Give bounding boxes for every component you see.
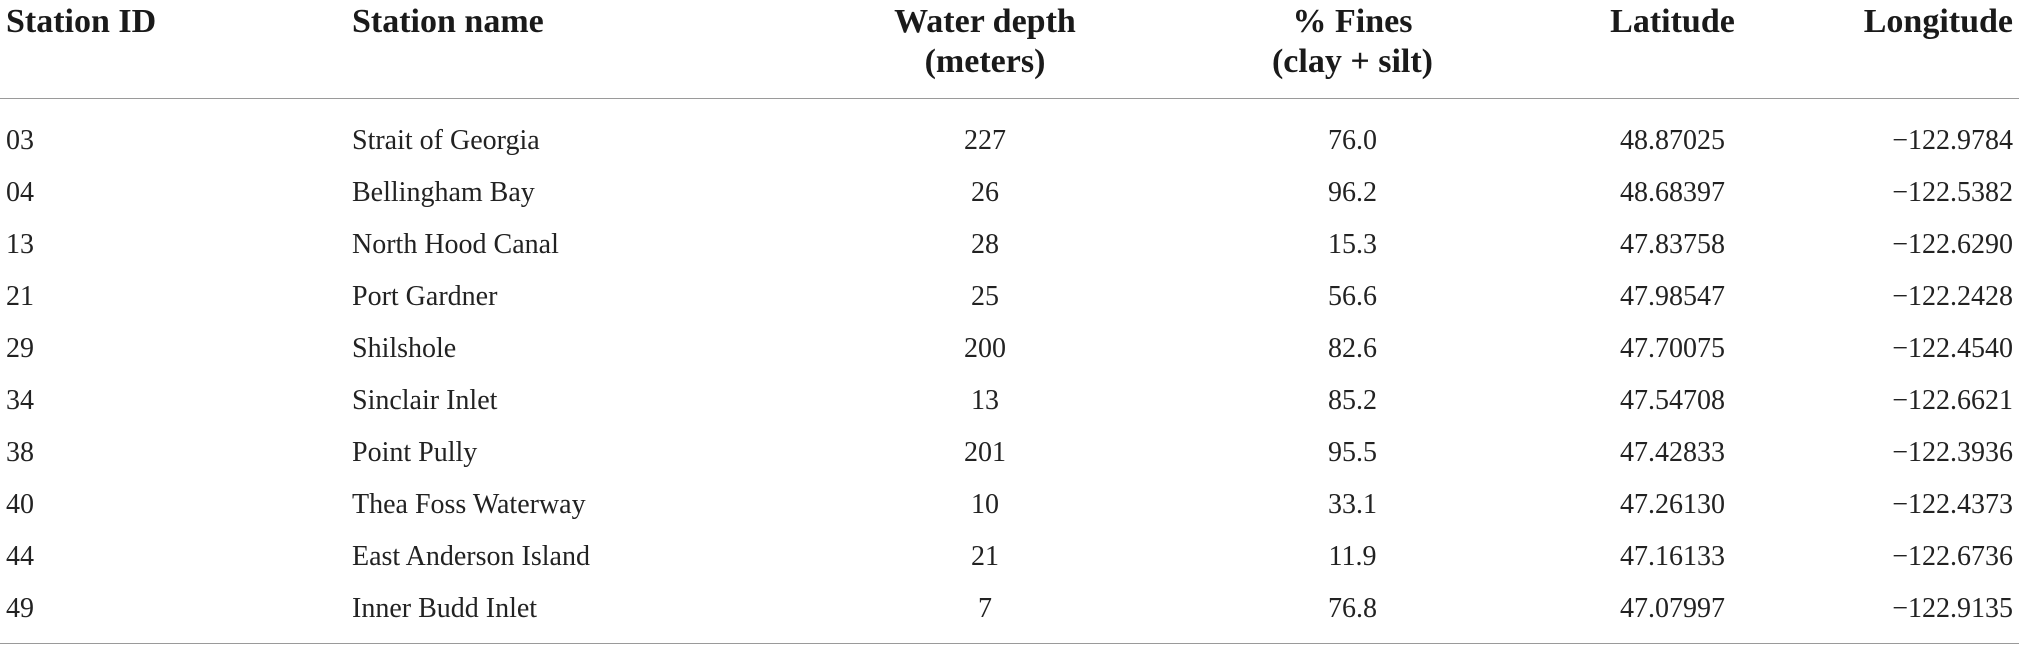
table-row: 40 Thea Foss Waterway 10 33.1 47.26130 −122.4…	[0, 479, 2019, 531]
table-row: 04 Bellingham Bay 26 96.2 48.68397 −122.5382	[0, 167, 2019, 219]
cell-water-depth: 25	[971, 281, 999, 312]
cell-latitude: 47.54708	[1620, 385, 1725, 416]
cell-station-name: Port Gardner	[352, 281, 498, 312]
cell-fines: 95.5	[1328, 437, 1377, 468]
cell-water-depth: 10	[971, 489, 999, 520]
cell-latitude: 47.07997	[1540, 583, 1805, 644]
cell-water-depth: 201	[964, 437, 1006, 468]
cell-latitude: 47.26130	[1620, 489, 1725, 520]
cell-station-id: 49	[0, 583, 345, 644]
cell-station-id: 40	[6, 489, 34, 520]
table-row: 38 Point Pully 201 95.5 47.42833 −122.3936	[0, 427, 2019, 479]
cell-fines: 11.9	[1328, 541, 1377, 572]
cell-longitude: −122.2428	[1892, 281, 2013, 312]
cell-latitude: 47.16133	[1620, 541, 1725, 572]
cell-water-depth: 28	[971, 229, 999, 260]
cell-longitude: −122.4540	[1892, 333, 2013, 364]
header-fines-label: % Fines	[1292, 3, 1413, 40]
cell-fines: 15.3	[1328, 229, 1377, 260]
header-longitude-label: Longitude	[1863, 3, 2013, 40]
table-body: 03 Strait of Georgia 227 76.0 48.87025 −122.9…	[0, 99, 2019, 644]
cell-latitude: 47.98547	[1620, 281, 1725, 312]
cell-latitude: 47.42833	[1620, 437, 1725, 468]
cell-longitude: −122.9135	[1805, 583, 2019, 644]
header-latitude-label: Latitude	[1610, 3, 1735, 40]
cell-water-depth: 26	[971, 177, 999, 208]
cell-station-name: North Hood Canal	[352, 229, 559, 260]
cell-station-id: 21	[6, 281, 34, 312]
header-station-id: Station ID	[0, 0, 345, 99]
header-station-name: Station name	[345, 0, 805, 99]
cell-fines: 82.6	[1328, 333, 1377, 364]
table-row: 21 Port Gardner 25 56.6 47.98547 −122.2428	[0, 271, 2019, 323]
table-row: 29 Shilshole 200 82.6 47.70075 −122.4540	[0, 323, 2019, 375]
cell-fines: 85.2	[1328, 385, 1377, 416]
header-longitude: Longitude	[1805, 0, 2019, 99]
cell-water-depth: 13	[971, 385, 999, 416]
cell-station-id: 44	[6, 541, 34, 572]
header-row: Station ID Station name Water depth (met…	[0, 0, 2019, 99]
cell-latitude: 48.87025	[1620, 125, 1725, 156]
table-row: 03 Strait of Georgia 227 76.0 48.87025 −122.9…	[0, 99, 2019, 168]
cell-station-id: 04	[6, 177, 34, 208]
cell-longitude: −122.9784	[1892, 125, 2013, 156]
header-station-name-label: Station name	[352, 3, 544, 40]
cell-station-name: Shilshole	[352, 333, 457, 364]
cell-station-id: 34	[6, 385, 34, 416]
cell-water-depth: 227	[964, 125, 1006, 156]
cell-water-depth: 21	[971, 541, 999, 572]
cell-station-id: 38	[6, 437, 34, 468]
cell-station-id: 03	[6, 125, 34, 156]
cell-latitude: 47.83758	[1620, 229, 1725, 260]
table-row: 13 North Hood Canal 28 15.3 47.83758 −122.629…	[0, 219, 2019, 271]
cell-station-name: Sinclair Inlet	[352, 385, 498, 416]
cell-latitude: 47.70075	[1620, 333, 1725, 364]
cell-station-name: Strait of Georgia	[352, 125, 540, 156]
cell-fines: 76.0	[1328, 125, 1377, 156]
header-water-depth-unit: (meters)	[924, 43, 1046, 80]
header-latitude: Latitude	[1540, 0, 1805, 99]
cell-station-id: 13	[6, 229, 34, 260]
cell-water-depth: 200	[964, 333, 1006, 364]
cell-station-name: Thea Foss Waterway	[352, 489, 586, 520]
cell-longitude: −122.4373	[1892, 489, 2013, 520]
header-fines: % Fines (clay + silt)	[1165, 0, 1540, 99]
table-row: 49 Inner Budd Inlet 7 76.8 47.07997 −122.9135	[0, 583, 2019, 644]
header-fines-detail: (clay + silt)	[1271, 43, 1433, 80]
cell-fines: 56.6	[1328, 281, 1377, 312]
cell-station-id: 29	[6, 333, 34, 364]
table-row: 44 East Anderson Island 21 11.9 47.16133 −122…	[0, 531, 2019, 583]
table-header: Station ID Station name Water depth (met…	[0, 0, 2019, 99]
station-table: Station ID Station name Water depth (met…	[0, 0, 2019, 644]
cell-fines: 33.1	[1328, 489, 1377, 520]
header-water-depth-label: Water depth	[894, 3, 1076, 40]
cell-latitude: 48.68397	[1620, 177, 1725, 208]
cell-station-name: Bellingham Bay	[352, 177, 535, 208]
cell-longitude: −122.6736	[1892, 541, 2013, 572]
cell-station-name: Point Pully	[352, 437, 478, 468]
cell-fines: 76.8	[1165, 583, 1540, 644]
header-station-id-label: Station ID	[6, 3, 157, 40]
cell-water-depth: 7	[805, 583, 1165, 644]
header-water-depth: Water depth (meters)	[805, 0, 1165, 99]
cell-longitude: −122.6621	[1892, 385, 2013, 416]
cell-longitude: −122.5382	[1892, 177, 2013, 208]
table-row: 34 Sinclair Inlet 13 85.2 47.54708 −122.6621	[0, 375, 2019, 427]
cell-longitude: −122.6290	[1892, 229, 2013, 260]
cell-fines: 96.2	[1328, 177, 1377, 208]
cell-station-name: Inner Budd Inlet	[345, 583, 805, 644]
cell-station-name: East Anderson Island	[352, 541, 590, 572]
cell-longitude: −122.3936	[1892, 437, 2013, 468]
